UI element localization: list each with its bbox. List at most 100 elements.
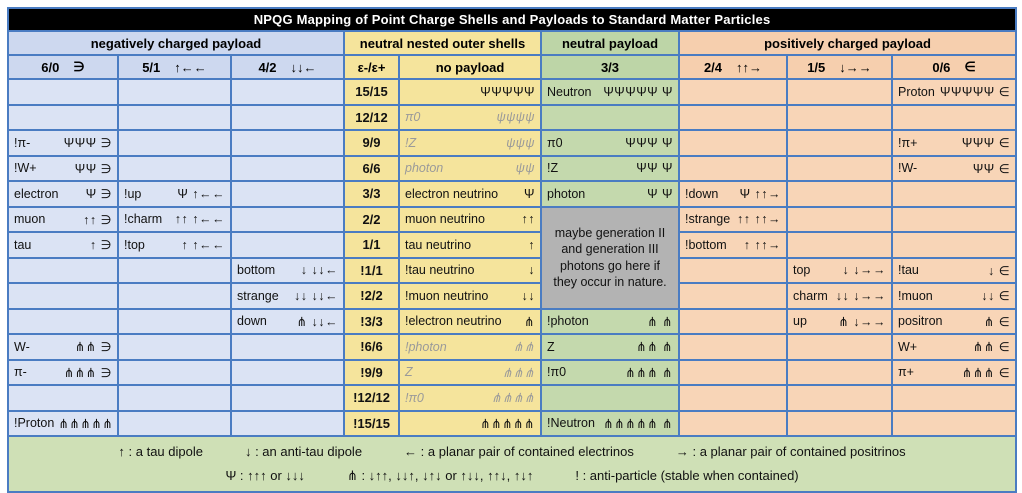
empty-cell <box>890 384 1018 412</box>
particle-cell: !tau neutrino ↓ <box>398 256 542 284</box>
col-header-3-3: 3/3 <box>540 54 680 80</box>
particle-name: !strange <box>685 212 731 227</box>
particle-cell-content: muon ↑↑ ∋ <box>10 212 116 227</box>
legend-cell: ↑ : a tau dipole ↓ : an anti-tau dipole … <box>6 435 1018 493</box>
col-label: 2/4 <box>703 59 723 75</box>
group-neutral-payload: neutral payload <box>540 30 680 56</box>
particle-cell: W+ ⋔⋔ ∈ <box>890 333 1018 361</box>
shell-payload-symbols: ⋔⋔⋔ <box>502 365 535 380</box>
empty-cell <box>230 180 345 208</box>
empty-cell <box>7 78 119 106</box>
particle-cell: tau neutrino ↑ <box>398 231 542 259</box>
shell-payload-symbols: ⋔ ↓↓← <box>296 314 338 329</box>
particle-name: tau neutrino <box>405 237 472 252</box>
empty-cell <box>786 180 893 208</box>
particle-cell: muon neutrino ↑↑ <box>398 205 542 233</box>
row-label: 15/15 <box>343 78 400 106</box>
empty-cell <box>786 103 893 131</box>
particle-cell: muon ↑↑ ∋ <box>7 205 119 233</box>
particle-name: electron neutrino <box>405 186 499 201</box>
particle-cell-content: !bottom ↑ ↑↑→ <box>681 237 785 252</box>
empty-cell <box>230 78 345 106</box>
group-neutral-shells: neutral nested outer shells <box>343 30 542 56</box>
particle-cell: !Neutron ⋔⋔⋔⋔⋔ ⋔ <box>540 409 680 437</box>
shell-payload-symbols: ↓ ↓↓← <box>300 263 338 278</box>
particle-cell: !W- ΨΨ ∈ <box>890 154 1018 182</box>
shell-payload-symbols: ↑ ↑←← <box>181 237 225 252</box>
shell-payload-symbols: Ψ ∋ <box>85 187 112 202</box>
row-label: 6/6 <box>343 154 400 182</box>
empty-cell <box>117 282 232 310</box>
row-label: !9/9 <box>343 358 400 386</box>
particle-cell: ΨΨΨΨΨ <box>398 78 542 106</box>
particle-name: electron <box>14 186 59 201</box>
shell-payload-symbols: ⋔ <box>524 314 535 329</box>
col-header-4-2: 4/2 ↓↓← <box>230 54 345 80</box>
shell-payload-symbols: ↑↑ <box>521 212 535 227</box>
particle-cell: !down Ψ ↑↑→ <box>678 180 788 208</box>
col-label: 4/2 <box>258 59 277 75</box>
particle-cell: !photon ⋔ ⋔ <box>540 307 680 335</box>
shell-payload-symbols: ⋔⋔⋔⋔⋔ ⋔ <box>603 416 673 431</box>
particle-cell-content: Z ⋔⋔ ⋔ <box>543 339 677 355</box>
element-of-symbol: ∈ <box>964 59 976 74</box>
particle-name: up <box>793 314 807 329</box>
empty-cell <box>786 129 893 157</box>
particle-name: !muon neutrino <box>405 288 489 303</box>
legend-item: ← : a planar pair of contained electrino… <box>404 444 634 459</box>
particle-name: !W- <box>898 161 918 176</box>
empty-cell <box>540 103 680 131</box>
particle-cell: !top ↑ ↑←← <box>117 231 232 259</box>
particle-name: !Z <box>405 135 417 150</box>
particle-name: !up <box>124 186 142 201</box>
legend-item: ↑ : a tau dipole <box>118 444 203 459</box>
empty-cell <box>230 333 345 361</box>
particle-name: Proton <box>898 84 935 99</box>
shell-payload-symbols: ⋔⋔⋔ ∈ <box>961 365 1011 380</box>
particle-cell: !Proton⋔⋔⋔⋔⋔ ∋ <box>7 409 119 437</box>
particle-name: !Proton <box>14 416 55 431</box>
empty-cell <box>786 333 893 361</box>
particle-cell: Neutron ΨΨΨΨΨ Ψ <box>540 78 680 106</box>
particle-cell: up ⋔ ↓→→ <box>786 307 893 335</box>
particle-cell-content: ΨΨΨΨΨ <box>401 85 539 99</box>
group-negative-payload: negatively charged payload <box>7 30 345 56</box>
empty-cell <box>117 384 232 412</box>
empty-cell <box>786 205 893 233</box>
shell-payload-symbols: ⋔⋔ ∋ <box>74 340 112 355</box>
particle-cell: !π0 ⋔⋔⋔⋔ <box>398 384 542 412</box>
particle-name: !top <box>124 237 145 252</box>
particle-cell-content: !π- ΨΨΨ ∋ <box>10 135 116 151</box>
table-row: !W+ ΨΨ ∋ 6/6 photon ψψ !Z ΨΨ Ψ !W- ΨΨ ∈ <box>7 154 1018 182</box>
empty-cell <box>786 409 893 437</box>
col-header-0-6: 0/6 ∈ <box>890 54 1018 80</box>
particle-name: !π+ <box>898 135 918 150</box>
shell-payload-symbols: ↑ ↑↑→ <box>743 237 781 252</box>
particle-name: π- <box>14 365 27 380</box>
particle-cell-content: Z ⋔⋔⋔ <box>401 365 539 380</box>
row-label: 12/12 <box>343 103 400 131</box>
empty-cell <box>117 103 232 131</box>
particle-cell: !muon neutrino ↓↓ <box>398 282 542 310</box>
shell-payload-symbols: ↓ <box>528 263 535 278</box>
particle-cell-content: photon Ψ Ψ <box>543 187 677 201</box>
particle-cell-content: !π0 ⋔⋔⋔ ⋔ <box>543 365 677 380</box>
shell-payload-symbols: ⋔ ↓→→ <box>838 314 886 329</box>
particle-cell-content: tau ↑ ∋ <box>10 237 116 253</box>
mapping-table: NPQG Mapping of Point Charge Shells and … <box>6 7 1018 493</box>
shell-payload-symbols: ΨΨ ∋ <box>74 161 112 176</box>
empty-cell <box>117 409 232 437</box>
shell-payload-symbols: ⋔⋔ <box>513 340 535 355</box>
table-row: W- ⋔⋔ ∋ !6/6 !photon ⋔⋔ Z ⋔⋔ ⋔ W+ ⋔⋔ ∈ <box>7 333 1018 361</box>
empty-cell <box>678 307 788 335</box>
particle-cell-content: charm ↓↓ ↓→→ <box>789 289 890 303</box>
particle-cell-content: !top ↑ ↑←← <box>120 237 229 252</box>
shell-payload-symbols: ↓ ↓→→ <box>842 263 886 278</box>
particle-cell: photon ψψ <box>398 154 542 182</box>
empty-cell <box>230 384 345 412</box>
particle-cell: !π+ ΨΨΨ ∈ <box>890 129 1018 157</box>
particle-cell: !charm ↑↑ ↑←← <box>117 205 232 233</box>
particle-cell-content: !photon ⋔⋔ <box>401 339 539 355</box>
particle-name: !muon <box>898 288 933 303</box>
table-body: 15/15 ΨΨΨΨΨ Neutron ΨΨΨΨΨ Ψ Proton ΨΨΨΨΨ ∈ 12/… <box>7 78 1018 437</box>
